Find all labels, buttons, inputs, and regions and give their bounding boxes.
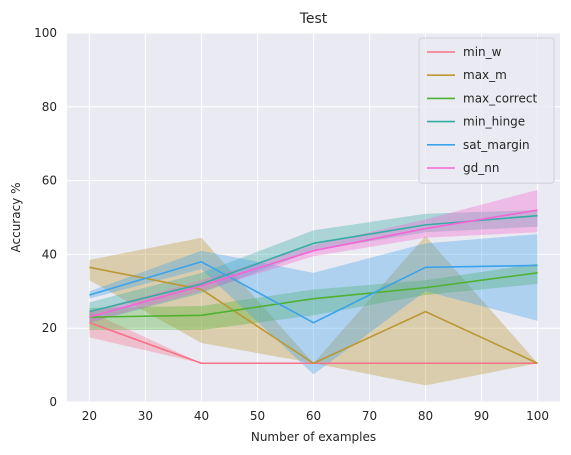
- chart-title: Test: [299, 11, 328, 27]
- x-tick-label: 20: [82, 409, 97, 423]
- legend-label: min_hinge: [463, 115, 525, 129]
- x-tick-label: 30: [138, 409, 153, 423]
- x-tick-label: 80: [418, 409, 433, 423]
- x-tick-label: 90: [474, 409, 489, 423]
- y-tick-label: 80: [42, 100, 57, 114]
- legend-label: max_m: [463, 68, 507, 82]
- x-tick-label: 70: [362, 409, 377, 423]
- x-tick-label: 100: [526, 409, 549, 423]
- y-tick-label: 60: [42, 174, 57, 188]
- x-tick-label: 50: [250, 409, 265, 423]
- x-tick-labels: 20 30 40 50 60 70 80 90 100: [82, 409, 549, 423]
- legend: min_w max_m max_correct min_hinge sat_margin…: [419, 38, 554, 183]
- y-tick-label: 20: [42, 321, 57, 335]
- x-axis-label: Number of examples: [251, 430, 376, 444]
- y-tick-label: 40: [42, 247, 57, 261]
- y-tick-label: 100: [34, 26, 57, 40]
- y-tick-label: 0: [49, 395, 57, 409]
- y-tick-labels: 0 20 40 60 80 100: [34, 26, 57, 409]
- x-tick-label: 60: [306, 409, 321, 423]
- legend-label: max_correct: [463, 91, 537, 105]
- y-axis-label: Accuracy %: [9, 182, 23, 252]
- legend-label: min_w: [463, 45, 502, 59]
- legend-label: gd_nn: [463, 161, 499, 175]
- legend-label: sat_margin: [463, 138, 530, 152]
- x-tick-label: 40: [194, 409, 209, 423]
